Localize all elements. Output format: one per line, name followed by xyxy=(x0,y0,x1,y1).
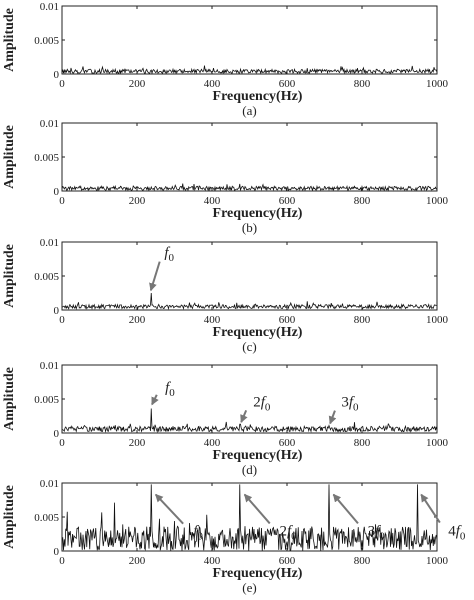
y-axis-label: Amplitude xyxy=(2,8,17,72)
x-tick-label: 1000 xyxy=(426,437,449,449)
y-tick-label: 0.01 xyxy=(40,360,59,372)
x-tick-label: 400 xyxy=(204,78,221,90)
y-tick-label: 0 xyxy=(54,428,60,440)
y-tick-label: 0 xyxy=(54,186,60,198)
x-tick-label: 1000 xyxy=(426,555,449,567)
x-tick-label: 800 xyxy=(354,555,371,567)
series-line xyxy=(61,484,438,552)
x-axis-label: Frequency(Hz) xyxy=(213,206,303,221)
x-axis-label: Frequency(Hz) xyxy=(213,566,303,581)
x-axis-label: Frequency(Hz) xyxy=(213,89,303,104)
y-tick-label: 0.005 xyxy=(34,512,59,524)
y-tick-label: 0.01 xyxy=(40,237,59,249)
x-tick-label: 400 xyxy=(204,195,221,207)
chart-panel-1: 0 200 400 600 800 1000 0 0.005 0.01 Amplitude Freq… xyxy=(2,1,449,118)
y-tick-label: 0.005 xyxy=(34,152,59,164)
plot-frame xyxy=(61,241,438,311)
x-tick-label: 0 xyxy=(59,314,65,326)
harmonic-annotation-label: 2f0 xyxy=(280,524,298,543)
harmonic-annotation-label: f0 xyxy=(165,380,175,399)
annotation-arrow xyxy=(328,410,337,425)
x-tick-label: 600 xyxy=(279,555,296,567)
plot-frame xyxy=(61,5,438,75)
chart-panel-3: 0 200 400 600 800 1000 0 0.005 0.01 Amplitude Freq… xyxy=(2,237,449,354)
x-tick-label: 1000 xyxy=(426,314,449,326)
series-line xyxy=(61,65,438,75)
harmonic-annotation-label: 2f0 xyxy=(253,395,271,414)
harmonic-annotation-label: f0 xyxy=(193,524,203,543)
x-axis-label: Frequency(Hz) xyxy=(213,325,303,340)
annotation-arrow xyxy=(240,409,248,424)
x-tick-label: 200 xyxy=(129,555,146,567)
x-tick-label: 0 xyxy=(59,555,65,567)
series-line xyxy=(61,292,438,311)
x-tick-label: 800 xyxy=(354,437,371,449)
x-tick-label: 200 xyxy=(129,437,146,449)
x-tick-label: 200 xyxy=(129,314,146,326)
y-axis-label: Amplitude xyxy=(2,485,17,549)
y-tick-label: 0.01 xyxy=(40,118,59,130)
chart-panel-2: 0 200 400 600 800 1000 0 0.005 0.01 Amplitude Freq… xyxy=(2,118,449,235)
x-tick-label: 400 xyxy=(204,314,221,326)
y-axis-label: Amplitude xyxy=(2,367,17,431)
y-tick-label: 0.005 xyxy=(34,394,59,406)
annotation-arrow xyxy=(332,493,359,524)
x-tick-label: 800 xyxy=(354,314,371,326)
chart-panel-5: 0 200 400 600 800 1000 0 0.005 0.01 Amplitude Freq… xyxy=(2,478,466,595)
plot-frame xyxy=(61,364,438,434)
x-tick-label: 400 xyxy=(204,555,221,567)
x-tick-label: 200 xyxy=(129,195,146,207)
x-tick-label: 600 xyxy=(279,437,296,449)
y-tick-label: 0 xyxy=(54,69,60,81)
panel-caption: (d) xyxy=(242,462,257,477)
y-axis-label: Amplitude xyxy=(2,125,17,189)
annotation-arrow xyxy=(420,493,441,524)
plot-frame xyxy=(61,122,438,192)
harmonic-annotation-label: 3f0 xyxy=(368,524,386,543)
x-tick-label: 400 xyxy=(204,437,221,449)
panel-caption: (a) xyxy=(242,103,256,118)
panel-caption: (b) xyxy=(242,220,257,235)
x-tick-label: 0 xyxy=(59,78,65,90)
y-tick-label: 0.01 xyxy=(40,478,59,490)
x-tick-label: 800 xyxy=(354,78,371,90)
y-tick-label: 0 xyxy=(54,305,60,317)
x-tick-label: 600 xyxy=(279,78,296,90)
x-tick-label: 800 xyxy=(354,195,371,207)
y-tick-label: 0.01 xyxy=(40,1,59,13)
chart-panel-4: 0 200 400 600 800 1000 0 0.005 0.01 Amplitude Freq… xyxy=(2,360,449,477)
annotation-arrow xyxy=(151,394,159,406)
series-line xyxy=(61,408,438,433)
x-tick-label: 600 xyxy=(279,314,296,326)
panel-caption: (e) xyxy=(242,580,256,595)
x-axis-label: Frequency(Hz) xyxy=(213,448,303,463)
y-axis-label: Amplitude xyxy=(2,244,17,308)
annotation-arrow xyxy=(155,493,184,525)
x-tick-label: 1000 xyxy=(426,78,449,90)
x-tick-label: 0 xyxy=(59,437,65,449)
annotation-arrow xyxy=(149,261,161,292)
series-line xyxy=(61,183,438,192)
harmonic-annotation-label: 3f0 xyxy=(341,395,359,414)
y-tick-label: 0 xyxy=(54,546,60,558)
x-tick-label: 1000 xyxy=(426,195,449,207)
y-tick-label: 0.005 xyxy=(34,35,59,47)
annotation-arrow xyxy=(243,493,271,525)
x-tick-label: 200 xyxy=(129,78,146,90)
y-tick-label: 0.005 xyxy=(34,271,59,283)
x-tick-label: 0 xyxy=(59,195,65,207)
harmonic-annotation-label: 4f0 xyxy=(448,524,466,543)
panel-caption: (c) xyxy=(242,339,256,354)
x-tick-label: 600 xyxy=(279,195,296,207)
harmonic-annotation-label: f0 xyxy=(164,245,174,264)
